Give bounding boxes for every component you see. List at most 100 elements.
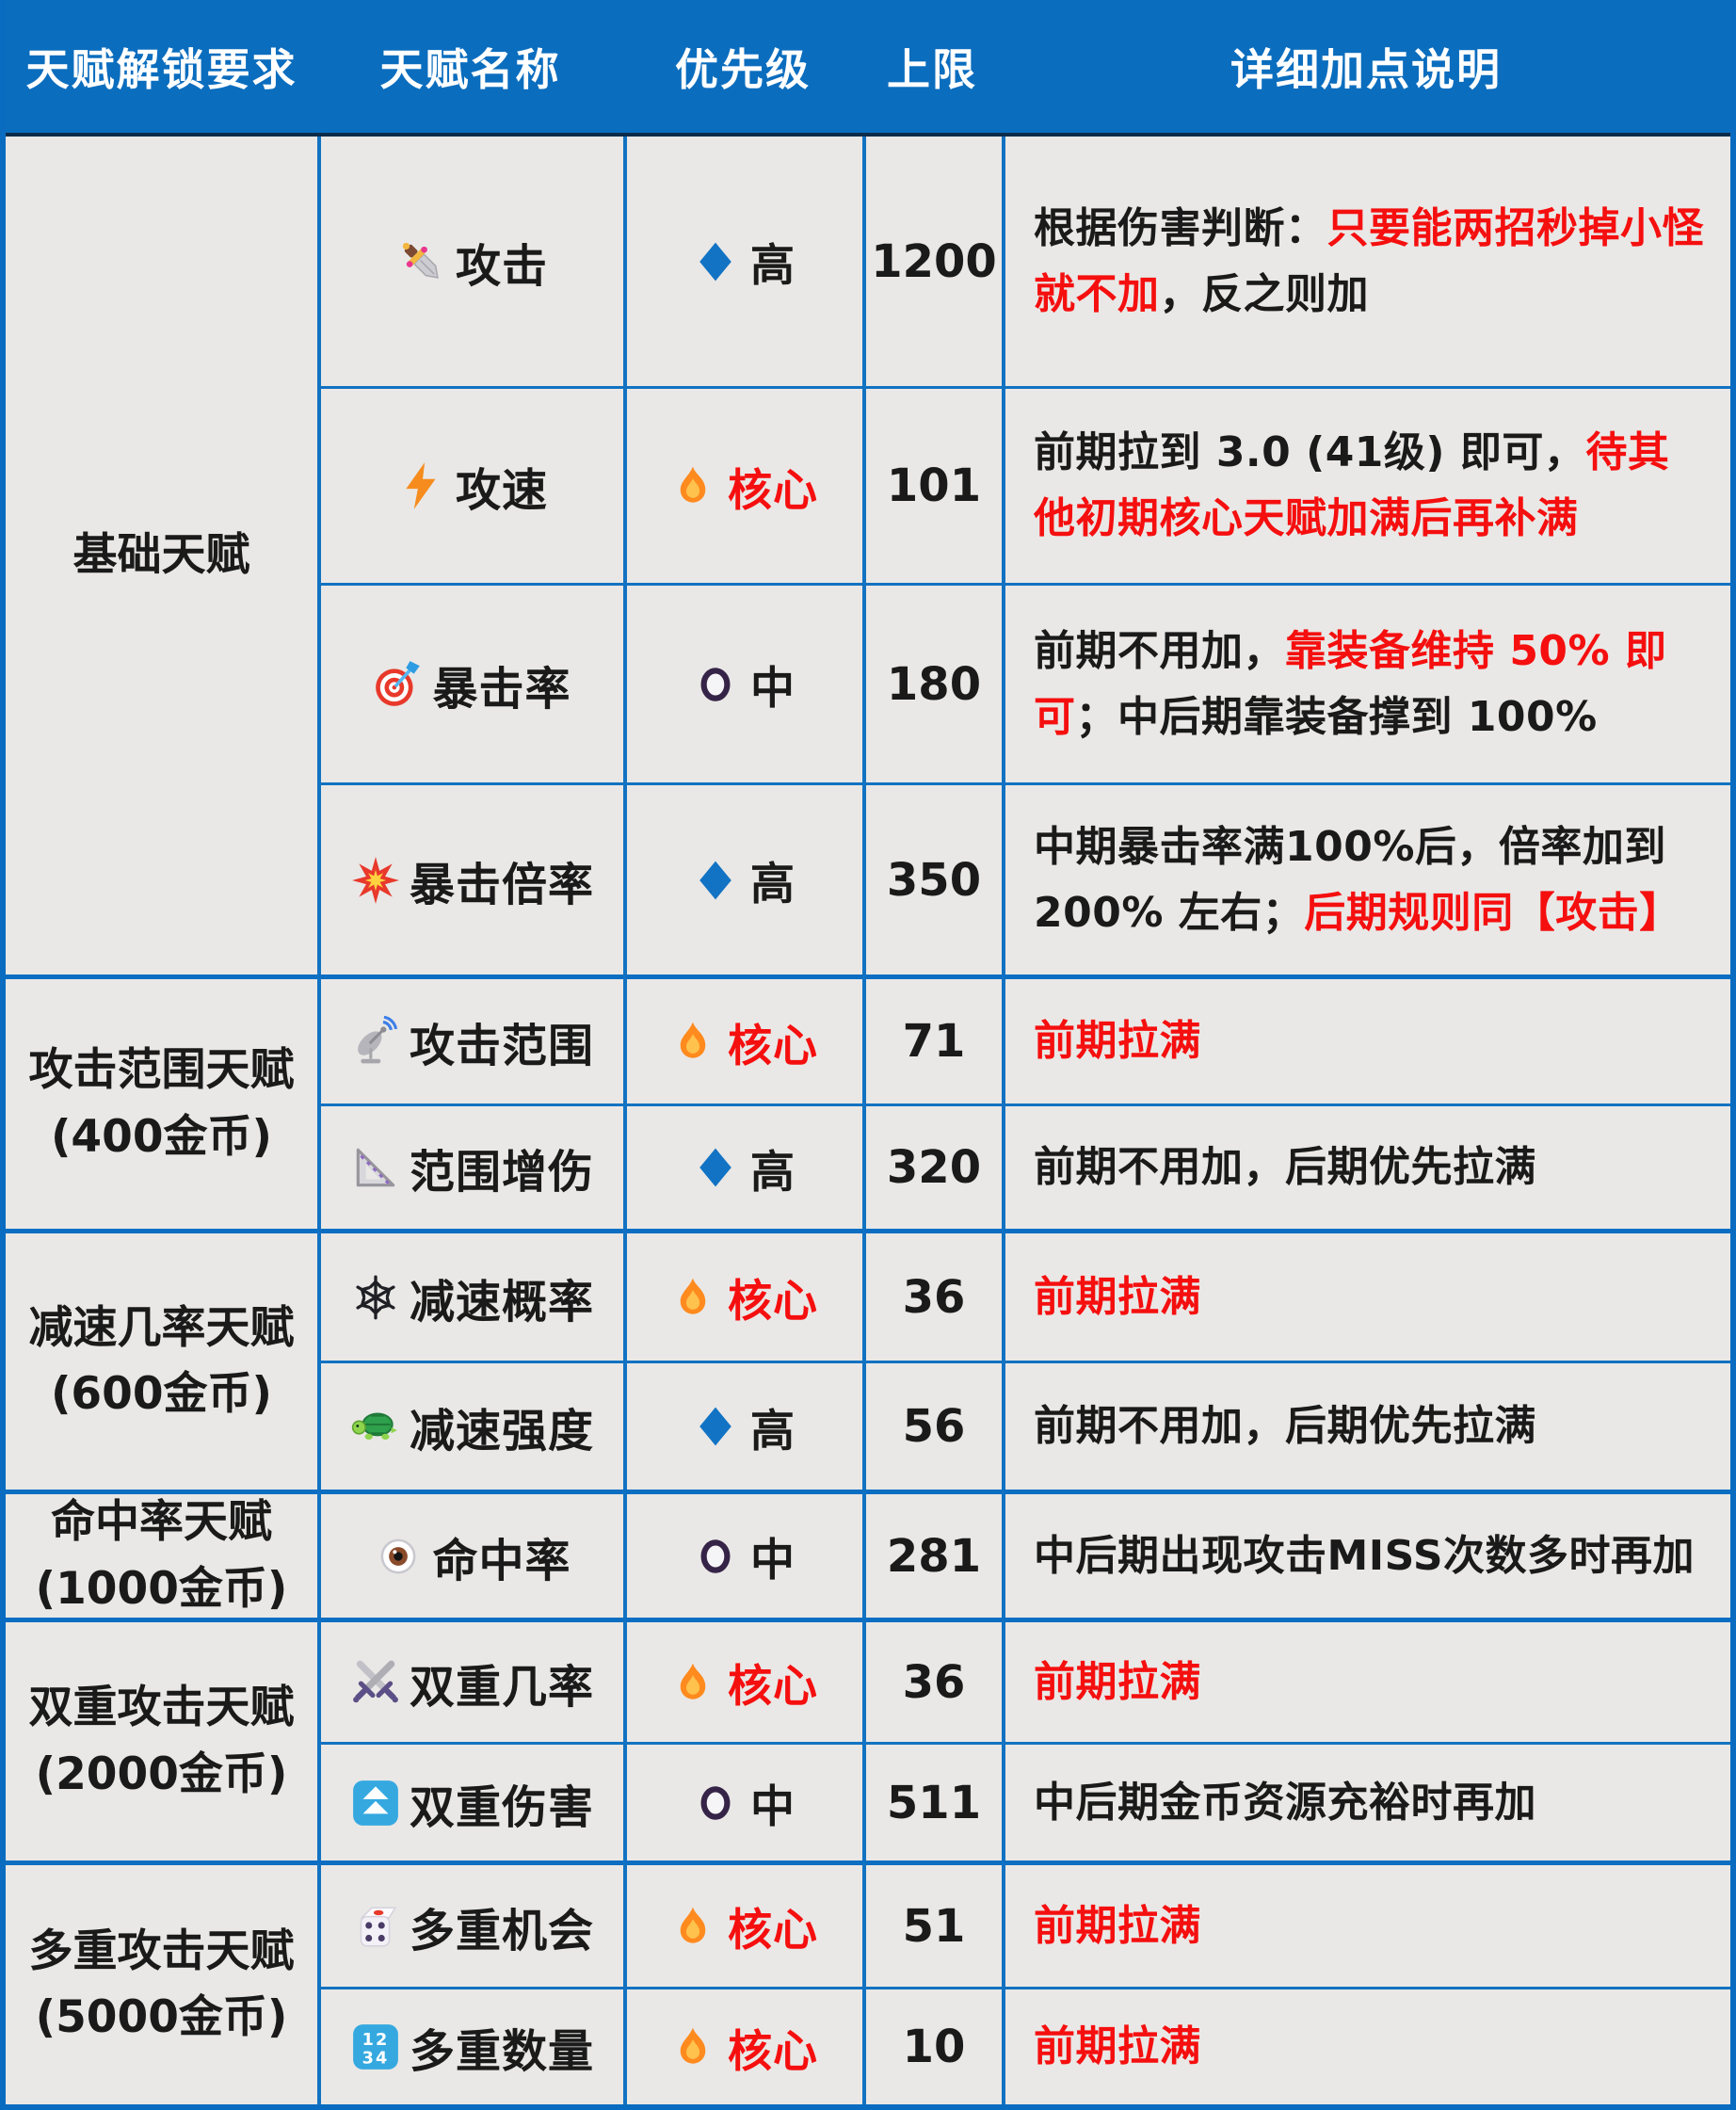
priority-cell: 核心 — [623, 1860, 862, 1987]
priority-label: 高 — [750, 859, 796, 910]
svg-text:12: 12 — [362, 2031, 390, 2050]
circle-icon — [694, 1781, 737, 1825]
description-text: 前期拉满 — [1034, 2014, 1201, 2080]
blue-diamond-icon — [694, 1405, 737, 1448]
group-requirement-label: 攻击范围天赋 — [28, 1044, 295, 1096]
priority-label: 核心 — [728, 1276, 818, 1328]
flame-icon — [671, 1276, 715, 1319]
group-requirement: 双重攻击天赋 (2000金币) — [6, 1618, 317, 1860]
group-cost-label: (5000金币) — [35, 1991, 288, 2043]
description-segment-red: 待其他初期核心天赋加满后再补满 — [1034, 428, 1670, 542]
talent-name-cell: 12 34 多重数量 — [317, 1987, 623, 2104]
talent-name-cell: 命中率 — [317, 1490, 623, 1618]
talent-name-cell: 暴击倍率 — [317, 782, 623, 974]
priority-label: 核心 — [728, 1905, 818, 1957]
cap-value: 281 — [862, 1490, 1002, 1618]
priority-label: 中 — [750, 1535, 796, 1587]
collision-icon — [350, 855, 401, 906]
description-cell: 前期不用加，后期优先拉满 — [1002, 1361, 1730, 1490]
flame-icon — [671, 1661, 715, 1704]
talent-name-label: 多重数量 — [409, 2025, 594, 2078]
priority-cell: 核心 — [623, 1229, 862, 1361]
priority-label: 高 — [750, 1146, 796, 1199]
priority-cell: 核心 — [623, 1987, 862, 2104]
double-up-icon — [350, 1778, 401, 1828]
header-talent-name: 天赋名称 — [379, 43, 561, 95]
description-cell: 前期拉满 — [1002, 974, 1730, 1103]
description-cell: 前期不用加，靠装备维持 50% 即可；中后期靠装备撑到 100% — [1002, 583, 1730, 782]
description-cell: 前期拉到 3.0 (41级) 即可，待其他初期核心天赋加满后再补满 — [1002, 386, 1730, 583]
description-cell: 前期拉满 — [1002, 1987, 1730, 2104]
description-segment: 中期暴击率满100%后，倍率加到 200% 左右； — [1034, 822, 1666, 937]
talent-name-label: 多重机会 — [409, 1904, 594, 1957]
description-segment-red: 前期拉满 — [1034, 1901, 1201, 1950]
cap-value: 180 — [862, 583, 1002, 782]
description-text: 前期拉满 — [1034, 1008, 1201, 1074]
priority-label: 核心 — [728, 464, 818, 517]
satellite-icon — [350, 1016, 401, 1067]
talent-name-label: 命中率 — [432, 1534, 571, 1587]
group-cost-label: (600金币) — [50, 1368, 273, 1420]
header-priority: 优先级 — [675, 43, 811, 95]
talent-name-label: 双重伤害 — [409, 1780, 594, 1834]
group-requirement-label: 多重攻击天赋 — [28, 1925, 295, 1977]
talent-name-label: 双重几率 — [409, 1660, 594, 1714]
circle-icon — [694, 1535, 737, 1578]
priority-label: 核心 — [728, 1020, 818, 1072]
description-segment: 前期不用加，后期优先拉满 — [1034, 1143, 1536, 1192]
description-text: 根据伤害判断：只要能两招秒掉小怪就不加，反之则加 — [1034, 196, 1710, 327]
description-text: 中后期金币资源充裕时再加 — [1034, 1770, 1536, 1836]
talent-name-cell: 双重伤害 — [317, 1742, 623, 1860]
group-requirement: 基础天赋 — [6, 137, 317, 974]
description-segment-red: 只要能两招秒掉小怪就不加 — [1034, 203, 1704, 318]
talent-name-label: 攻击范围 — [409, 1020, 594, 1072]
blue-diamond-icon — [694, 240, 737, 283]
description-text: 中后期出现攻击MISS次数多时再加 — [1034, 1523, 1695, 1589]
cap-value: 10 — [862, 1987, 1002, 2104]
group-requirement: 减速几率天赋 (600金币) — [6, 1229, 317, 1490]
snowflake-icon — [350, 1272, 401, 1323]
group-requirement-label: 基础天赋 — [72, 528, 250, 581]
priority-label: 核心 — [728, 1661, 818, 1713]
priority-cell: 高 — [623, 1103, 862, 1229]
cap-value: 1200 — [862, 137, 1002, 386]
target-icon — [373, 659, 424, 710]
table-header: 天赋解锁要求 天赋名称 优先级 上限 详细加点说明 — [6, 0, 1730, 137]
group-requirement-label: 减速几率天赋 — [28, 1301, 295, 1354]
talent-name-cell: 多重机会 — [317, 1860, 623, 1987]
description-cell: 根据伤害判断：只要能两招秒掉小怪就不加，反之则加 — [1002, 137, 1730, 386]
cap-value: 36 — [862, 1618, 1002, 1742]
priority-label: 中 — [750, 1781, 796, 1833]
description-segment-red: 前期拉满 — [1034, 2022, 1201, 2071]
cap-value: 320 — [862, 1103, 1002, 1229]
description-segment: 前期不用加， — [1034, 626, 1285, 675]
priority-cell: 核心 — [623, 974, 862, 1103]
priority-label: 高 — [750, 240, 796, 292]
priority-cell: 核心 — [623, 386, 862, 583]
description-text: 前期不用加，后期优先拉满 — [1034, 1393, 1536, 1459]
priority-label: 核心 — [728, 2025, 818, 2078]
description-segment-red: 前期拉满 — [1034, 1657, 1201, 1706]
description-text: 前期拉满 — [1034, 1650, 1201, 1715]
description-cell: 前期拉满 — [1002, 1618, 1730, 1742]
priority-label: 高 — [750, 1405, 796, 1458]
crossed-swords-icon — [350, 1657, 401, 1708]
description-segment-red: 后期规则同【攻击】 — [1304, 888, 1681, 937]
priority-cell: 核心 — [623, 1618, 862, 1742]
group-cost-label: (2000金币) — [35, 1748, 288, 1800]
priority-label: 中 — [750, 663, 796, 715]
description-segment-red: 前期拉满 — [1034, 1272, 1201, 1321]
lightning-icon — [396, 460, 447, 511]
description-segment: ，反之则加 — [1159, 269, 1369, 318]
talent-name-label: 减速概率 — [409, 1275, 594, 1329]
description-text: 中期暴击率满100%后，倍率加到 200% 左右；后期规则同【攻击】 — [1034, 814, 1710, 945]
talent-name-label: 攻击 — [455, 239, 548, 293]
talent-name-cell: 攻击 — [317, 137, 623, 386]
eye-icon — [373, 1531, 424, 1582]
group-requirement: 攻击范围天赋 (400金币) — [6, 974, 317, 1229]
cap-value: 71 — [862, 974, 1002, 1103]
group-requirement-label: 命中率天赋 — [51, 1496, 272, 1548]
dagger-icon — [396, 236, 447, 287]
cap-value: 51 — [862, 1860, 1002, 1987]
